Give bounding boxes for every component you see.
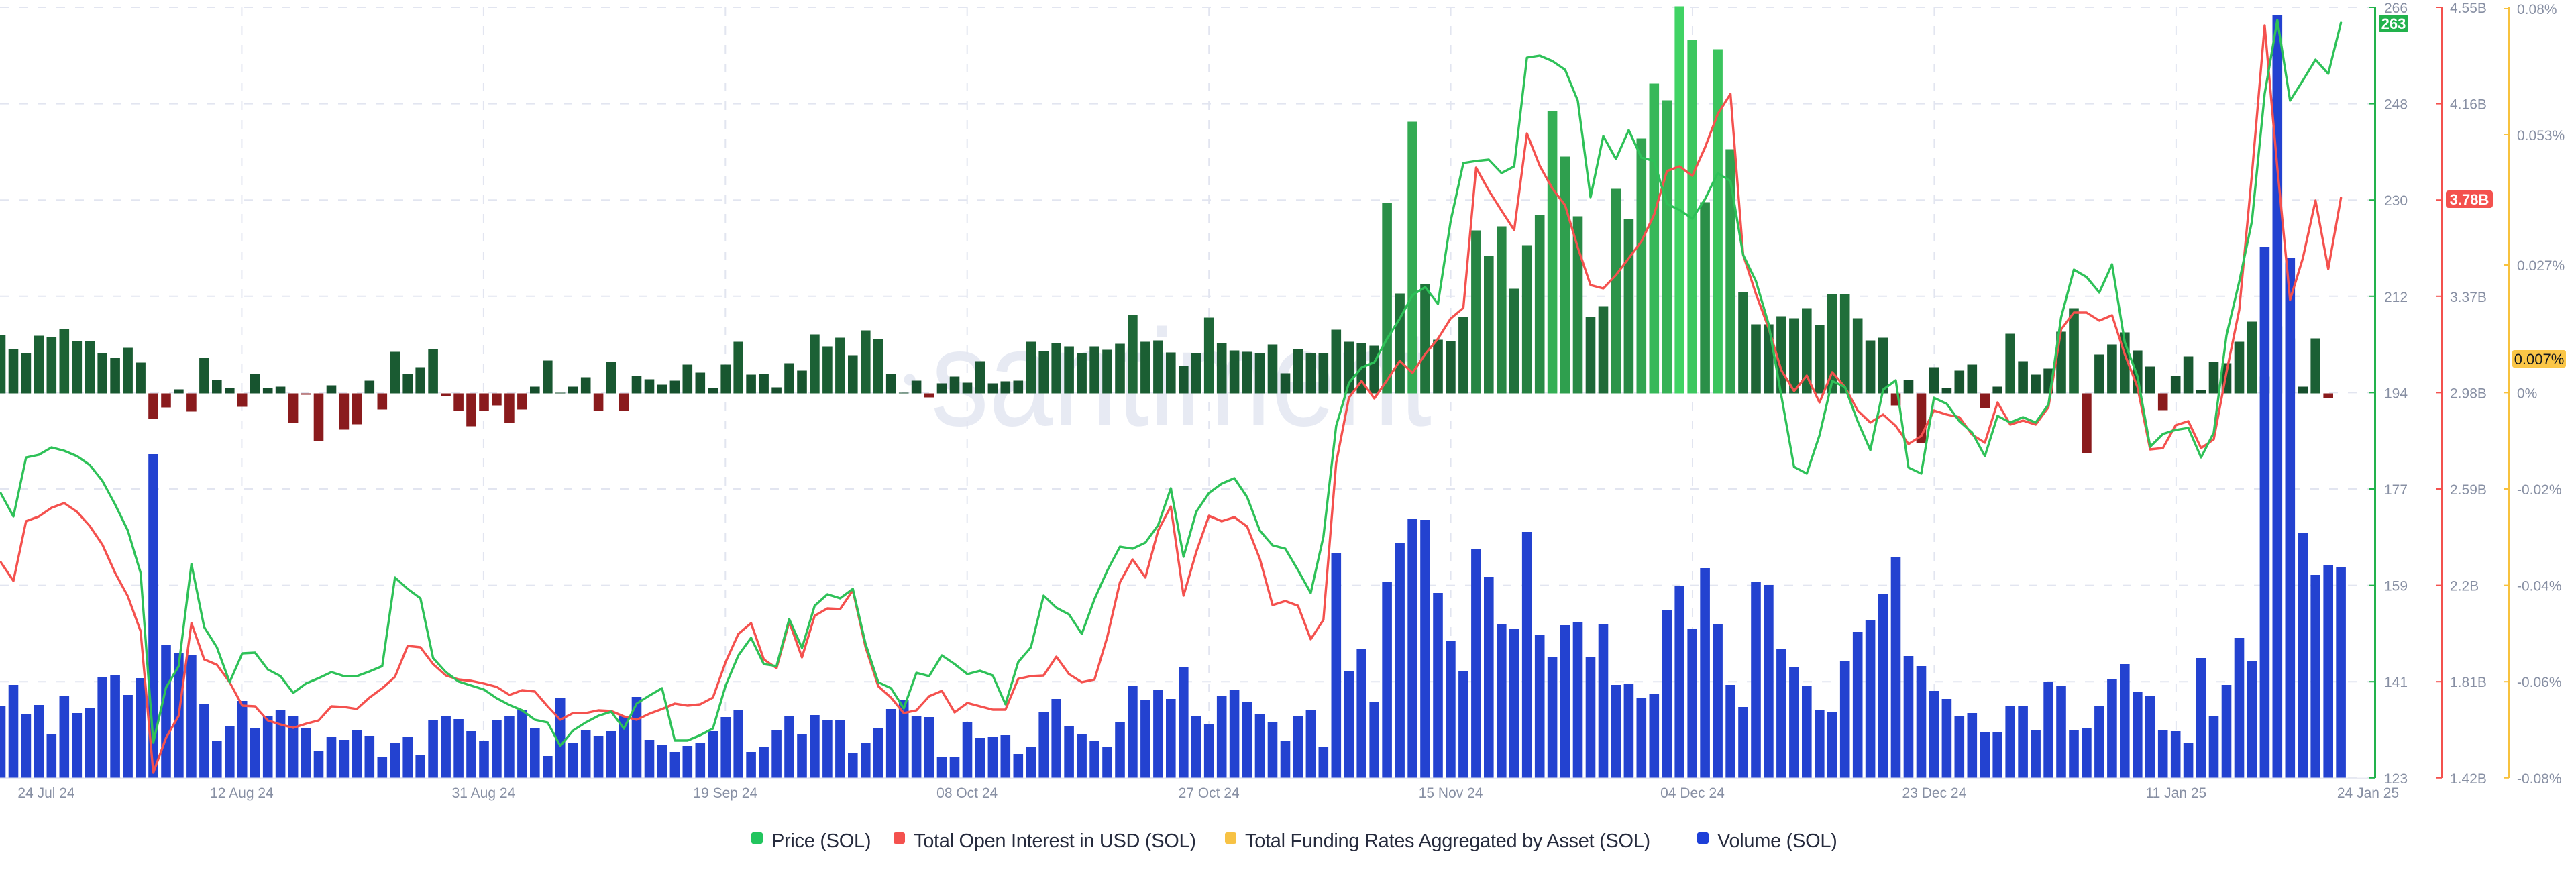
svg-text:212: 212 bbox=[2384, 290, 2408, 305]
svg-text:4.55B: 4.55B bbox=[2450, 1, 2487, 16]
svg-text:Total Open Interest in USD (SO: Total Open Interest in USD (SOL) bbox=[914, 830, 1196, 852]
svg-text:2.2B: 2.2B bbox=[2450, 579, 2479, 594]
svg-text:Total Funding Rates Aggregated: Total Funding Rates Aggregated by Asset … bbox=[1245, 830, 1650, 852]
svg-text:230: 230 bbox=[2384, 193, 2408, 209]
svg-text:123: 123 bbox=[2384, 771, 2408, 787]
svg-text:0.08%: 0.08% bbox=[2517, 2, 2557, 17]
svg-text:04 Dec 24: 04 Dec 24 bbox=[1660, 785, 1725, 801]
svg-text:3.37B: 3.37B bbox=[2450, 290, 2487, 305]
svg-text:-0.06%: -0.06% bbox=[2517, 675, 2562, 690]
svg-text:0.053%: 0.053% bbox=[2517, 128, 2565, 144]
svg-text:4.16B: 4.16B bbox=[2450, 97, 2487, 113]
svg-text:159: 159 bbox=[2384, 579, 2408, 594]
svg-text:0.027%: 0.027% bbox=[2517, 258, 2565, 274]
svg-text:1.42B: 1.42B bbox=[2450, 771, 2487, 787]
svg-text:23 Dec 24: 23 Dec 24 bbox=[1902, 785, 1967, 801]
svg-text:266: 266 bbox=[2384, 1, 2408, 16]
svg-text:3.78B: 3.78B bbox=[2450, 191, 2489, 208]
svg-text:0%: 0% bbox=[2517, 386, 2537, 401]
svg-text:19 Sep 24: 19 Sep 24 bbox=[693, 785, 757, 801]
svg-text:Volume (SOL): Volume (SOL) bbox=[1717, 830, 1837, 852]
svg-text:-0.08%: -0.08% bbox=[2517, 771, 2562, 787]
svg-text:248: 248 bbox=[2384, 97, 2408, 113]
svg-text:2.59B: 2.59B bbox=[2450, 482, 2487, 498]
svg-text:1.81B: 1.81B bbox=[2450, 675, 2487, 690]
svg-text:12 Aug 24: 12 Aug 24 bbox=[210, 785, 274, 801]
svg-text:24 Jan 25: 24 Jan 25 bbox=[2337, 785, 2399, 801]
svg-text:31 Aug 24: 31 Aug 24 bbox=[452, 785, 516, 801]
svg-text:24 Jul 24: 24 Jul 24 bbox=[17, 785, 75, 801]
svg-text:194: 194 bbox=[2384, 386, 2408, 401]
svg-text:-0.02%: -0.02% bbox=[2517, 482, 2562, 498]
svg-text:08 Oct 24: 08 Oct 24 bbox=[936, 785, 998, 801]
svg-text:11 Jan 25: 11 Jan 25 bbox=[2146, 785, 2207, 801]
svg-text:15 Nov 24: 15 Nov 24 bbox=[1419, 785, 1483, 801]
svg-text:Price (SOL): Price (SOL) bbox=[771, 830, 871, 852]
svg-text:2.98B: 2.98B bbox=[2450, 386, 2487, 401]
svg-text:141: 141 bbox=[2384, 675, 2408, 690]
svg-text:177: 177 bbox=[2384, 482, 2408, 498]
svg-text:27 Oct 24: 27 Oct 24 bbox=[1179, 785, 1240, 801]
svg-text:263: 263 bbox=[2381, 15, 2406, 32]
svg-text:0.007%: 0.007% bbox=[2514, 351, 2565, 368]
svg-text:-0.04%: -0.04% bbox=[2517, 579, 2562, 594]
